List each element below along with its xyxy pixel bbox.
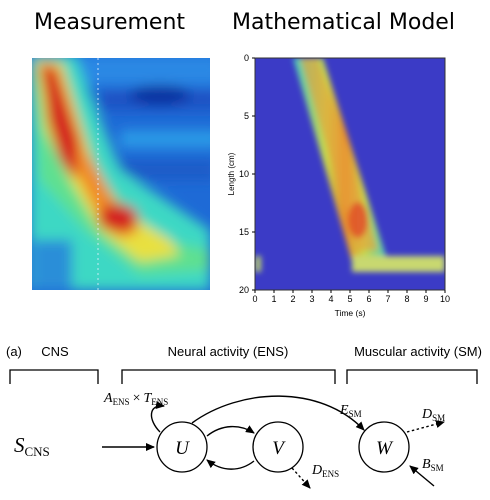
label-a-times-t: AENS × TENS xyxy=(103,391,168,407)
y-tick-15: 15 xyxy=(239,227,249,237)
model-heatmap xyxy=(255,58,445,290)
arrow-d-sm xyxy=(406,420,445,433)
label-e-sm: ESM xyxy=(339,403,362,419)
bracket-cns xyxy=(9,369,99,384)
x-tick-1: 1 xyxy=(271,294,276,304)
arrow-b-sm xyxy=(409,465,435,487)
math-labels: SCNS AENS × TENS ESM DSM BSM DENS xyxy=(14,391,445,479)
brackets xyxy=(9,369,478,384)
diagram: (a) CNS Neural activity (ENS) Muscular a… xyxy=(6,344,482,359)
label-d-sm: DSM xyxy=(421,407,445,423)
model-y-axis: 0 5 10 15 20 Length (cm) xyxy=(227,53,255,295)
y-tick-5: 5 xyxy=(244,111,249,121)
node-v-label: V xyxy=(272,438,286,459)
node-u xyxy=(156,421,208,473)
y-tick-10: 10 xyxy=(239,169,249,179)
x-axis-label: Time (s) xyxy=(335,308,366,318)
bracket-label-cns: CNS xyxy=(41,344,69,359)
nodes: U V W xyxy=(156,421,410,473)
label-d-ens: DENS xyxy=(311,463,339,479)
x-tick-8: 8 xyxy=(404,294,409,304)
x-tick-5: 5 xyxy=(347,294,352,304)
bracket-label-ens: Neural activity (ENS) xyxy=(168,344,289,359)
model-title: Mathematical Model xyxy=(232,10,455,35)
x-tick-4: 4 xyxy=(328,294,333,304)
arrow-u-to-v xyxy=(206,425,255,437)
node-w xyxy=(358,421,410,473)
y-axis-label: Length (cm) xyxy=(227,152,236,195)
bracket-sm xyxy=(346,369,478,384)
y-tick-20: 20 xyxy=(239,285,249,295)
label-b-sm: BSM xyxy=(422,457,444,473)
x-tick-7: 7 xyxy=(385,294,390,304)
bracket-label-sm: Muscular activity (SM) xyxy=(354,344,482,359)
bracket-ens xyxy=(121,369,336,384)
label-s-cns: SCNS xyxy=(14,433,50,459)
arrow-v-to-u xyxy=(206,459,255,470)
measurement-title: Measurement xyxy=(34,10,186,35)
arrow-d-ens xyxy=(291,467,311,489)
x-tick-9: 9 xyxy=(423,294,428,304)
x-tick-6: 6 xyxy=(366,294,371,304)
node-w-label: W xyxy=(376,438,394,459)
x-tick-2: 2 xyxy=(290,294,295,304)
measurement-heatmap xyxy=(32,58,210,290)
x-tick-0: 0 xyxy=(252,294,257,304)
arrows xyxy=(102,395,445,489)
x-tick-10: 10 xyxy=(440,294,450,304)
x-tick-3: 3 xyxy=(309,294,314,304)
node-u-label: U xyxy=(175,438,190,459)
model-x-axis: 0 1 2 3 4 5 6 7 8 9 10 Time (s) xyxy=(252,290,450,318)
node-v xyxy=(252,421,304,473)
panel-label: (a) xyxy=(6,344,22,359)
y-tick-0: 0 xyxy=(244,53,249,63)
arrow-u-to-w xyxy=(191,395,365,431)
arrow-self-loop-u xyxy=(150,401,165,433)
